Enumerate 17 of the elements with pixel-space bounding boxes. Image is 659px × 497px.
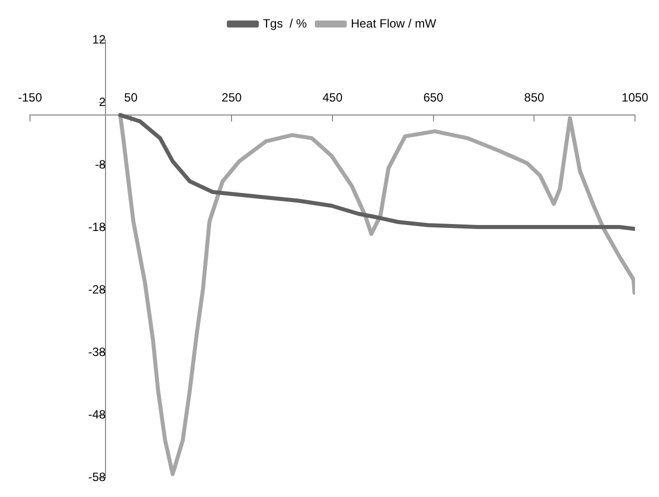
y-tick-label: -8: [94, 157, 106, 172]
y-tick-label: -58: [88, 470, 106, 484]
y-tick-label: -28: [88, 282, 106, 296]
y-tick-label: 2: [98, 94, 106, 109]
legend-label: Heat Flow / mW: [350, 16, 437, 30]
y-tick-label: -18: [88, 220, 106, 234]
y-tick-label: -48: [88, 408, 106, 422]
x-tick-label: 650: [423, 90, 444, 105]
x-tick-label: 850: [524, 90, 544, 105]
x-tick-label: -150: [18, 90, 42, 105]
x-tick-label: 1050: [622, 90, 649, 105]
x-tick-label: 50: [124, 90, 138, 105]
x-tick-label: 450: [322, 90, 343, 105]
legend-label: Tgs / %: [262, 16, 308, 30]
y-tick-label: -38: [88, 345, 106, 360]
x-tick-label: 250: [222, 90, 242, 105]
y-tick-label: 12: [92, 32, 106, 46]
